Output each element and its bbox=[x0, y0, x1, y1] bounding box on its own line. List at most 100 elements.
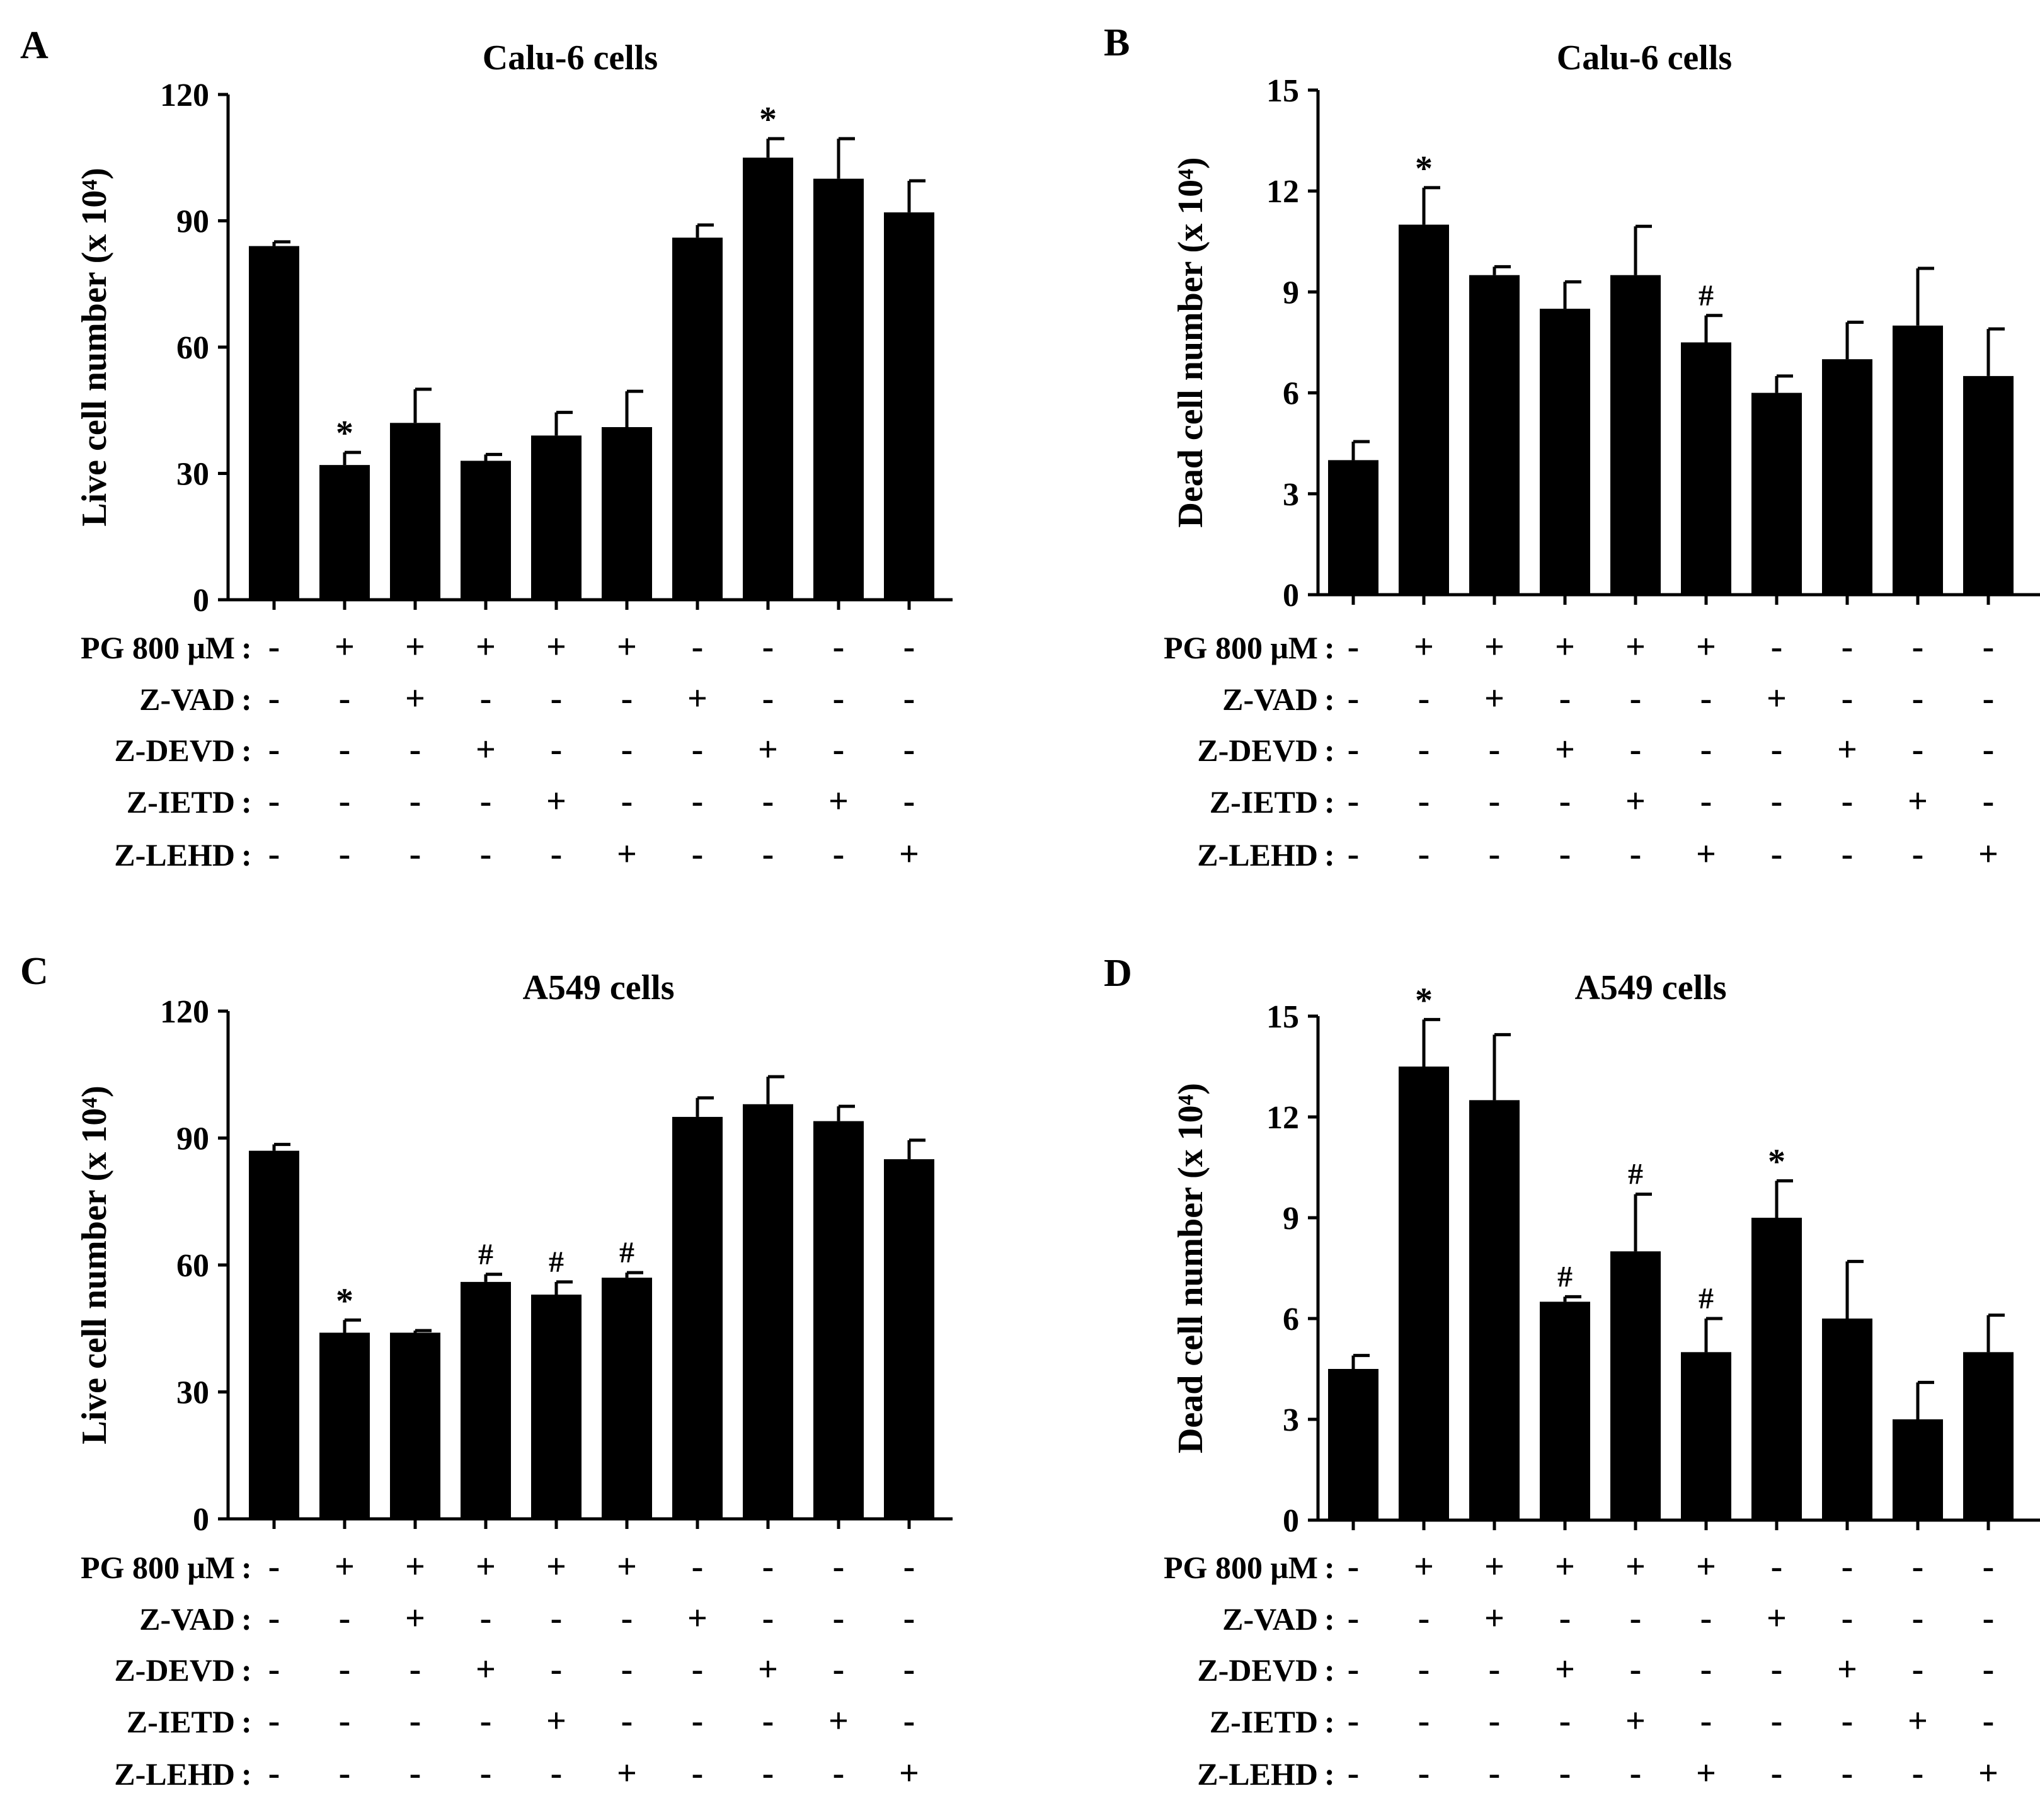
condition-label: Z-IETD bbox=[127, 1704, 235, 1739]
condition-minus: - bbox=[1983, 1702, 1995, 1741]
condition-minus: - bbox=[410, 730, 421, 769]
condition-minus: - bbox=[1489, 1702, 1501, 1741]
y-tick-label: 6 bbox=[1283, 1302, 1299, 1337]
condition-colon: : bbox=[1324, 733, 1335, 768]
condition-plus: + bbox=[1767, 679, 1787, 718]
condition-minus: - bbox=[339, 730, 351, 769]
condition-minus: - bbox=[551, 1650, 563, 1689]
condition-label: Z-LEHD bbox=[1197, 1756, 1318, 1792]
bar bbox=[1963, 1352, 2014, 1520]
condition-plus: + bbox=[476, 730, 496, 769]
condition-plus: + bbox=[405, 679, 425, 718]
condition-minus: - bbox=[1912, 730, 1924, 769]
condition-plus: + bbox=[1837, 730, 1857, 769]
condition-plus: + bbox=[1555, 730, 1575, 769]
condition-colon: : bbox=[1324, 682, 1335, 717]
bar bbox=[602, 1278, 652, 1519]
y-tick-label: 0 bbox=[1283, 578, 1299, 614]
significance-star: * bbox=[759, 100, 777, 139]
condition-minus: - bbox=[1559, 782, 1571, 821]
condition-colon: : bbox=[1324, 630, 1335, 665]
condition-plus: + bbox=[828, 782, 849, 821]
bar bbox=[884, 1159, 934, 1519]
y-tick-label: 60 bbox=[176, 1248, 209, 1284]
condition-minus: - bbox=[1771, 627, 1783, 667]
condition-minus: - bbox=[1559, 1599, 1571, 1638]
condition-label: PG 800 μM bbox=[1164, 630, 1318, 665]
condition-plus: + bbox=[405, 627, 425, 667]
condition-plus: + bbox=[1484, 1547, 1504, 1586]
y-tick-label: 60 bbox=[176, 330, 209, 366]
condition-minus: - bbox=[1630, 835, 1642, 874]
condition-minus: - bbox=[903, 1547, 915, 1586]
y-tick-label: 12 bbox=[1266, 1100, 1299, 1136]
significance-hash: # bbox=[1557, 1260, 1573, 1293]
condition-minus: - bbox=[621, 730, 633, 769]
condition-plus: + bbox=[1696, 1547, 1716, 1586]
condition-minus: - bbox=[903, 627, 915, 667]
condition-minus: - bbox=[1418, 782, 1430, 821]
condition-minus: - bbox=[621, 1702, 633, 1741]
condition-plus: + bbox=[1837, 1650, 1857, 1689]
condition-minus: - bbox=[1983, 1650, 1995, 1689]
bar bbox=[1610, 275, 1661, 595]
condition-plus: + bbox=[1978, 1754, 1998, 1793]
condition-plus: + bbox=[1767, 1599, 1787, 1638]
y-tick-label: 90 bbox=[176, 1121, 209, 1157]
condition-minus: - bbox=[268, 1754, 280, 1793]
condition-minus: - bbox=[1771, 1547, 1783, 1586]
bar bbox=[1328, 460, 1378, 595]
condition-plus: + bbox=[476, 627, 496, 667]
condition-colon: : bbox=[241, 682, 252, 717]
panel-a: A Calu-6 cells Live cell number (x 10⁴) 0 30… bbox=[20, 24, 953, 874]
condition-label: Z-VAD bbox=[139, 682, 235, 717]
condition-plus: + bbox=[758, 1650, 778, 1689]
condition-colon: : bbox=[1324, 837, 1335, 873]
condition-minus: - bbox=[268, 1702, 280, 1741]
bar bbox=[249, 246, 299, 600]
bar bbox=[672, 238, 723, 600]
condition-minus: - bbox=[410, 1650, 421, 1689]
condition-minus: - bbox=[903, 1599, 915, 1638]
condition-minus: - bbox=[762, 782, 774, 821]
significance-star: * bbox=[336, 414, 353, 453]
panel-letter: D bbox=[1104, 952, 1132, 995]
bar bbox=[1963, 375, 2014, 595]
condition-minus: - bbox=[268, 782, 280, 821]
condition-label: Z-DEVD bbox=[1197, 1652, 1318, 1688]
condition-plus: + bbox=[546, 1702, 566, 1741]
condition-minus: - bbox=[692, 1754, 704, 1793]
y-tick-label: 90 bbox=[176, 204, 209, 240]
condition-plus: + bbox=[546, 1547, 566, 1586]
condition-minus: - bbox=[551, 679, 563, 718]
condition-minus: - bbox=[833, 730, 845, 769]
condition-minus: - bbox=[692, 835, 704, 874]
condition-colon: : bbox=[1324, 1550, 1335, 1585]
condition-minus: - bbox=[833, 1547, 845, 1586]
y-tick-label: 12 bbox=[1266, 174, 1299, 210]
condition-minus: - bbox=[692, 627, 704, 667]
condition-minus: - bbox=[551, 730, 563, 769]
condition-plus: + bbox=[335, 1547, 355, 1586]
condition-minus: - bbox=[1700, 782, 1712, 821]
condition-minus: - bbox=[621, 679, 633, 718]
condition-minus: - bbox=[1771, 1754, 1783, 1793]
condition-label: Z-LEHD bbox=[114, 837, 235, 873]
condition-minus: - bbox=[1348, 782, 1360, 821]
condition-plus: + bbox=[617, 835, 637, 874]
condition-minus: - bbox=[1842, 835, 1854, 874]
condition-minus: - bbox=[621, 782, 633, 821]
condition-minus: - bbox=[1418, 679, 1430, 718]
y-axis-label: Live cell number (x 10⁴) bbox=[75, 168, 114, 526]
condition-minus: - bbox=[762, 1599, 774, 1638]
condition-minus: - bbox=[339, 1650, 351, 1689]
bar bbox=[602, 426, 652, 600]
condition-minus: - bbox=[692, 1650, 704, 1689]
condition-minus: - bbox=[1983, 782, 1995, 821]
bar bbox=[743, 157, 793, 600]
condition-minus: - bbox=[1418, 730, 1430, 769]
condition-minus: - bbox=[480, 1702, 492, 1741]
bar bbox=[884, 212, 934, 600]
condition-colon: : bbox=[241, 1550, 252, 1585]
